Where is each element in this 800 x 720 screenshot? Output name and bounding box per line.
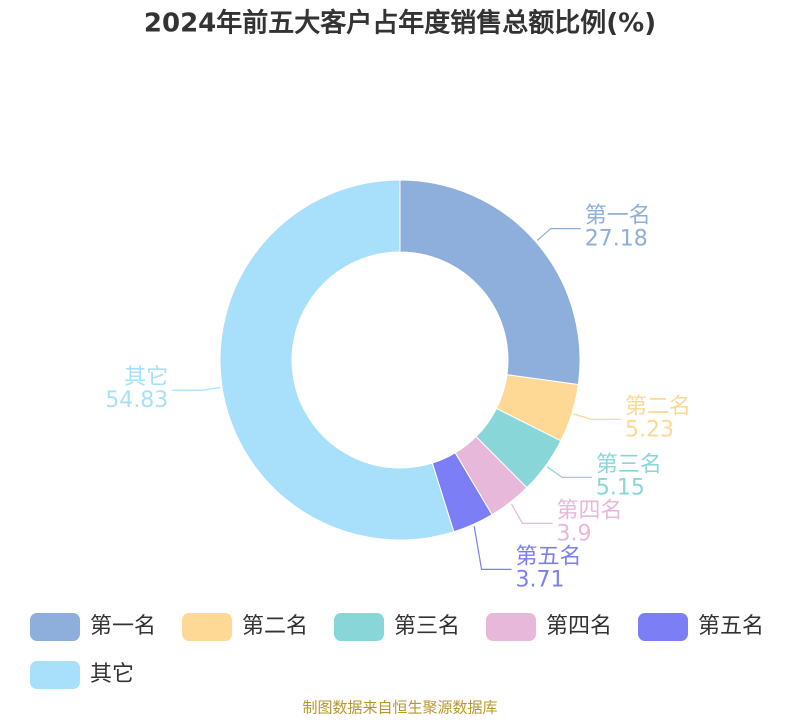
data-label-value: 27.18: [585, 227, 648, 252]
data-label-value: 5.23: [625, 417, 674, 442]
data-label-name: 第五名: [516, 544, 582, 569]
data-label-value: 3.9: [556, 521, 591, 546]
data-label-name: 第四名: [556, 498, 622, 523]
leader-line: [510, 503, 553, 525]
legend-label: 第五名: [698, 614, 764, 639]
legend-swatch: [486, 613, 536, 641]
leader-line: [536, 227, 581, 241]
legend-swatch: [638, 613, 688, 641]
leader-line: [172, 386, 221, 391]
data-label-value: 5.15: [596, 475, 645, 500]
leader-line: [473, 526, 512, 571]
legend-label: 第四名: [546, 614, 612, 639]
legend-label: 其它: [90, 662, 134, 687]
data-label-value: 3.71: [516, 567, 565, 592]
data-label-name: 第二名: [625, 394, 691, 419]
data-label-name: 第三名: [596, 452, 662, 477]
chart-title: 2024年前五大客户占年度销售总额比例(%): [144, 8, 656, 39]
source-note: 制图数据来自恒生聚源数据库: [302, 699, 497, 717]
donut-slice: [399, 179, 581, 386]
legend-swatch: [30, 661, 80, 689]
legend-label: 第三名: [394, 614, 460, 639]
legend-swatch: [334, 613, 384, 641]
data-label-name: 第一名: [585, 204, 651, 229]
legend-label: 第一名: [90, 614, 156, 639]
legend-swatch: [182, 613, 232, 641]
legend-swatch: [30, 613, 80, 641]
data-label-name: 其它: [124, 365, 168, 390]
data-label-value: 54.83: [105, 388, 168, 413]
leader-line: [546, 466, 592, 479]
donut-slice: [219, 179, 455, 541]
legend-label: 第二名: [242, 614, 308, 639]
leader-line: [573, 413, 621, 420]
